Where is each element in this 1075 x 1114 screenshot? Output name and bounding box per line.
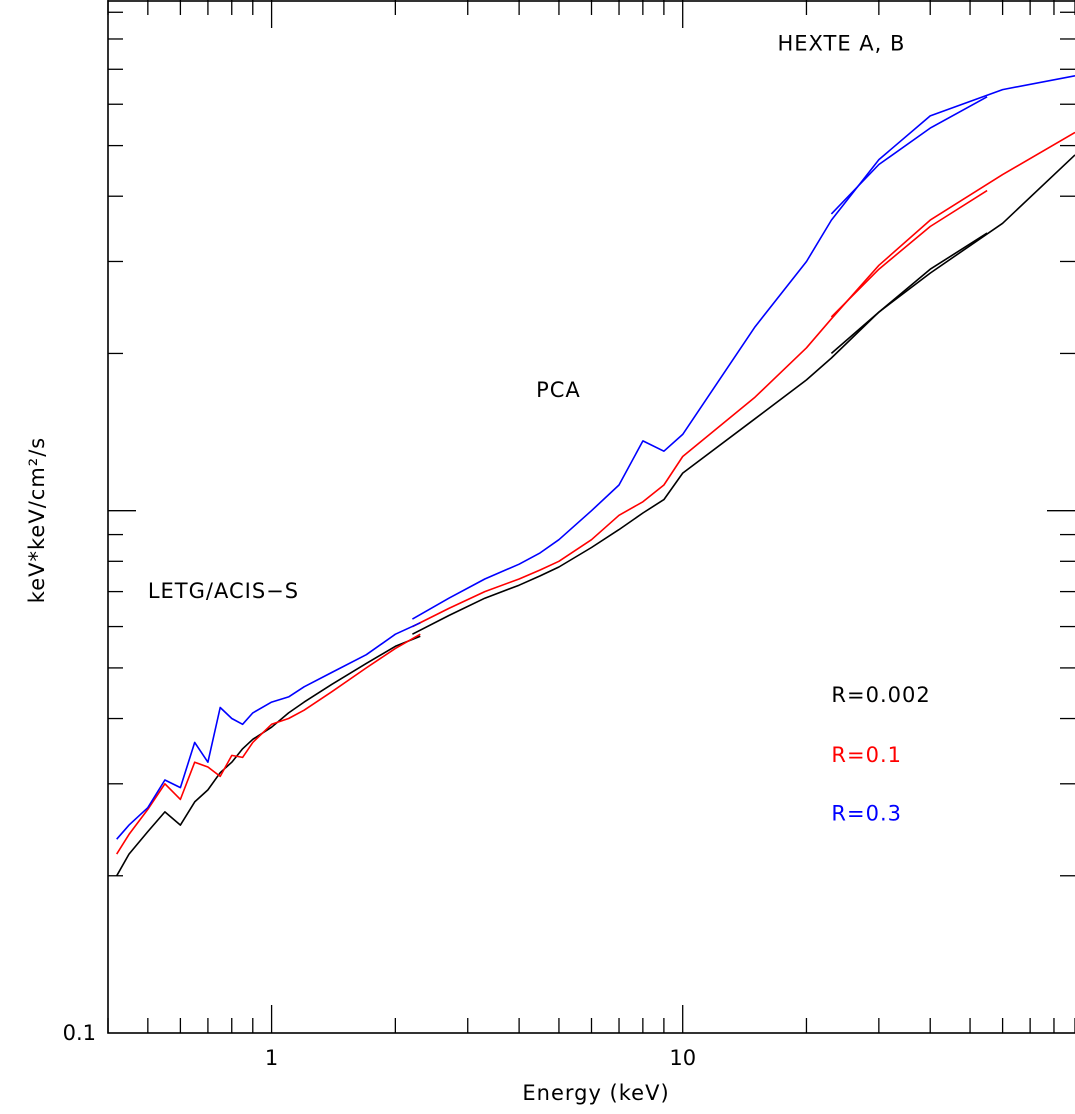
series-line [830, 189, 988, 318]
y-axis-label: keV*keV/cm²/s [25, 437, 49, 603]
series-line [412, 131, 1075, 628]
annotation-label: LETG/ACIS−S [148, 579, 299, 603]
series-line [116, 622, 421, 840]
plot-border [107, 0, 1075, 1034]
x-tick-label: 1 [265, 1046, 278, 1070]
annotation-label: R=0.3 [831, 802, 902, 826]
series-line [830, 96, 988, 215]
annotations: HEXTE A, B PCA LETG/ACIS−S R=0.002 R=0.1 R=0.… [148, 32, 930, 826]
annotation-label: R=0.002 [831, 683, 930, 707]
series-line [116, 633, 421, 855]
series-line [412, 154, 1075, 635]
y-tick-label: 0.1 [63, 1021, 96, 1045]
plot-frame [107, 0, 1075, 1034]
tick-labels: 1 10 0.1 [63, 1021, 696, 1070]
series-line [412, 75, 1075, 620]
annotation-label: R=0.1 [831, 743, 902, 767]
axis-ticks [107, 0, 1075, 1033]
series-line [116, 635, 421, 877]
x-tick-label: 10 [669, 1046, 696, 1070]
annotation-label: PCA [536, 378, 581, 402]
x-axis-label: Energy (keV) [522, 1081, 669, 1105]
annotation-label: HEXTE A, B [777, 32, 905, 56]
series-line [830, 232, 988, 355]
series-lines [116, 75, 1075, 877]
